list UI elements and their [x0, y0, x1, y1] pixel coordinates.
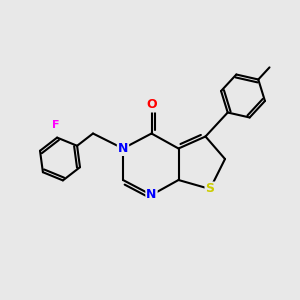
Text: N: N	[118, 142, 128, 155]
Text: F: F	[52, 120, 59, 130]
Text: S: S	[206, 182, 214, 196]
Text: N: N	[146, 188, 157, 202]
Text: O: O	[146, 98, 157, 112]
